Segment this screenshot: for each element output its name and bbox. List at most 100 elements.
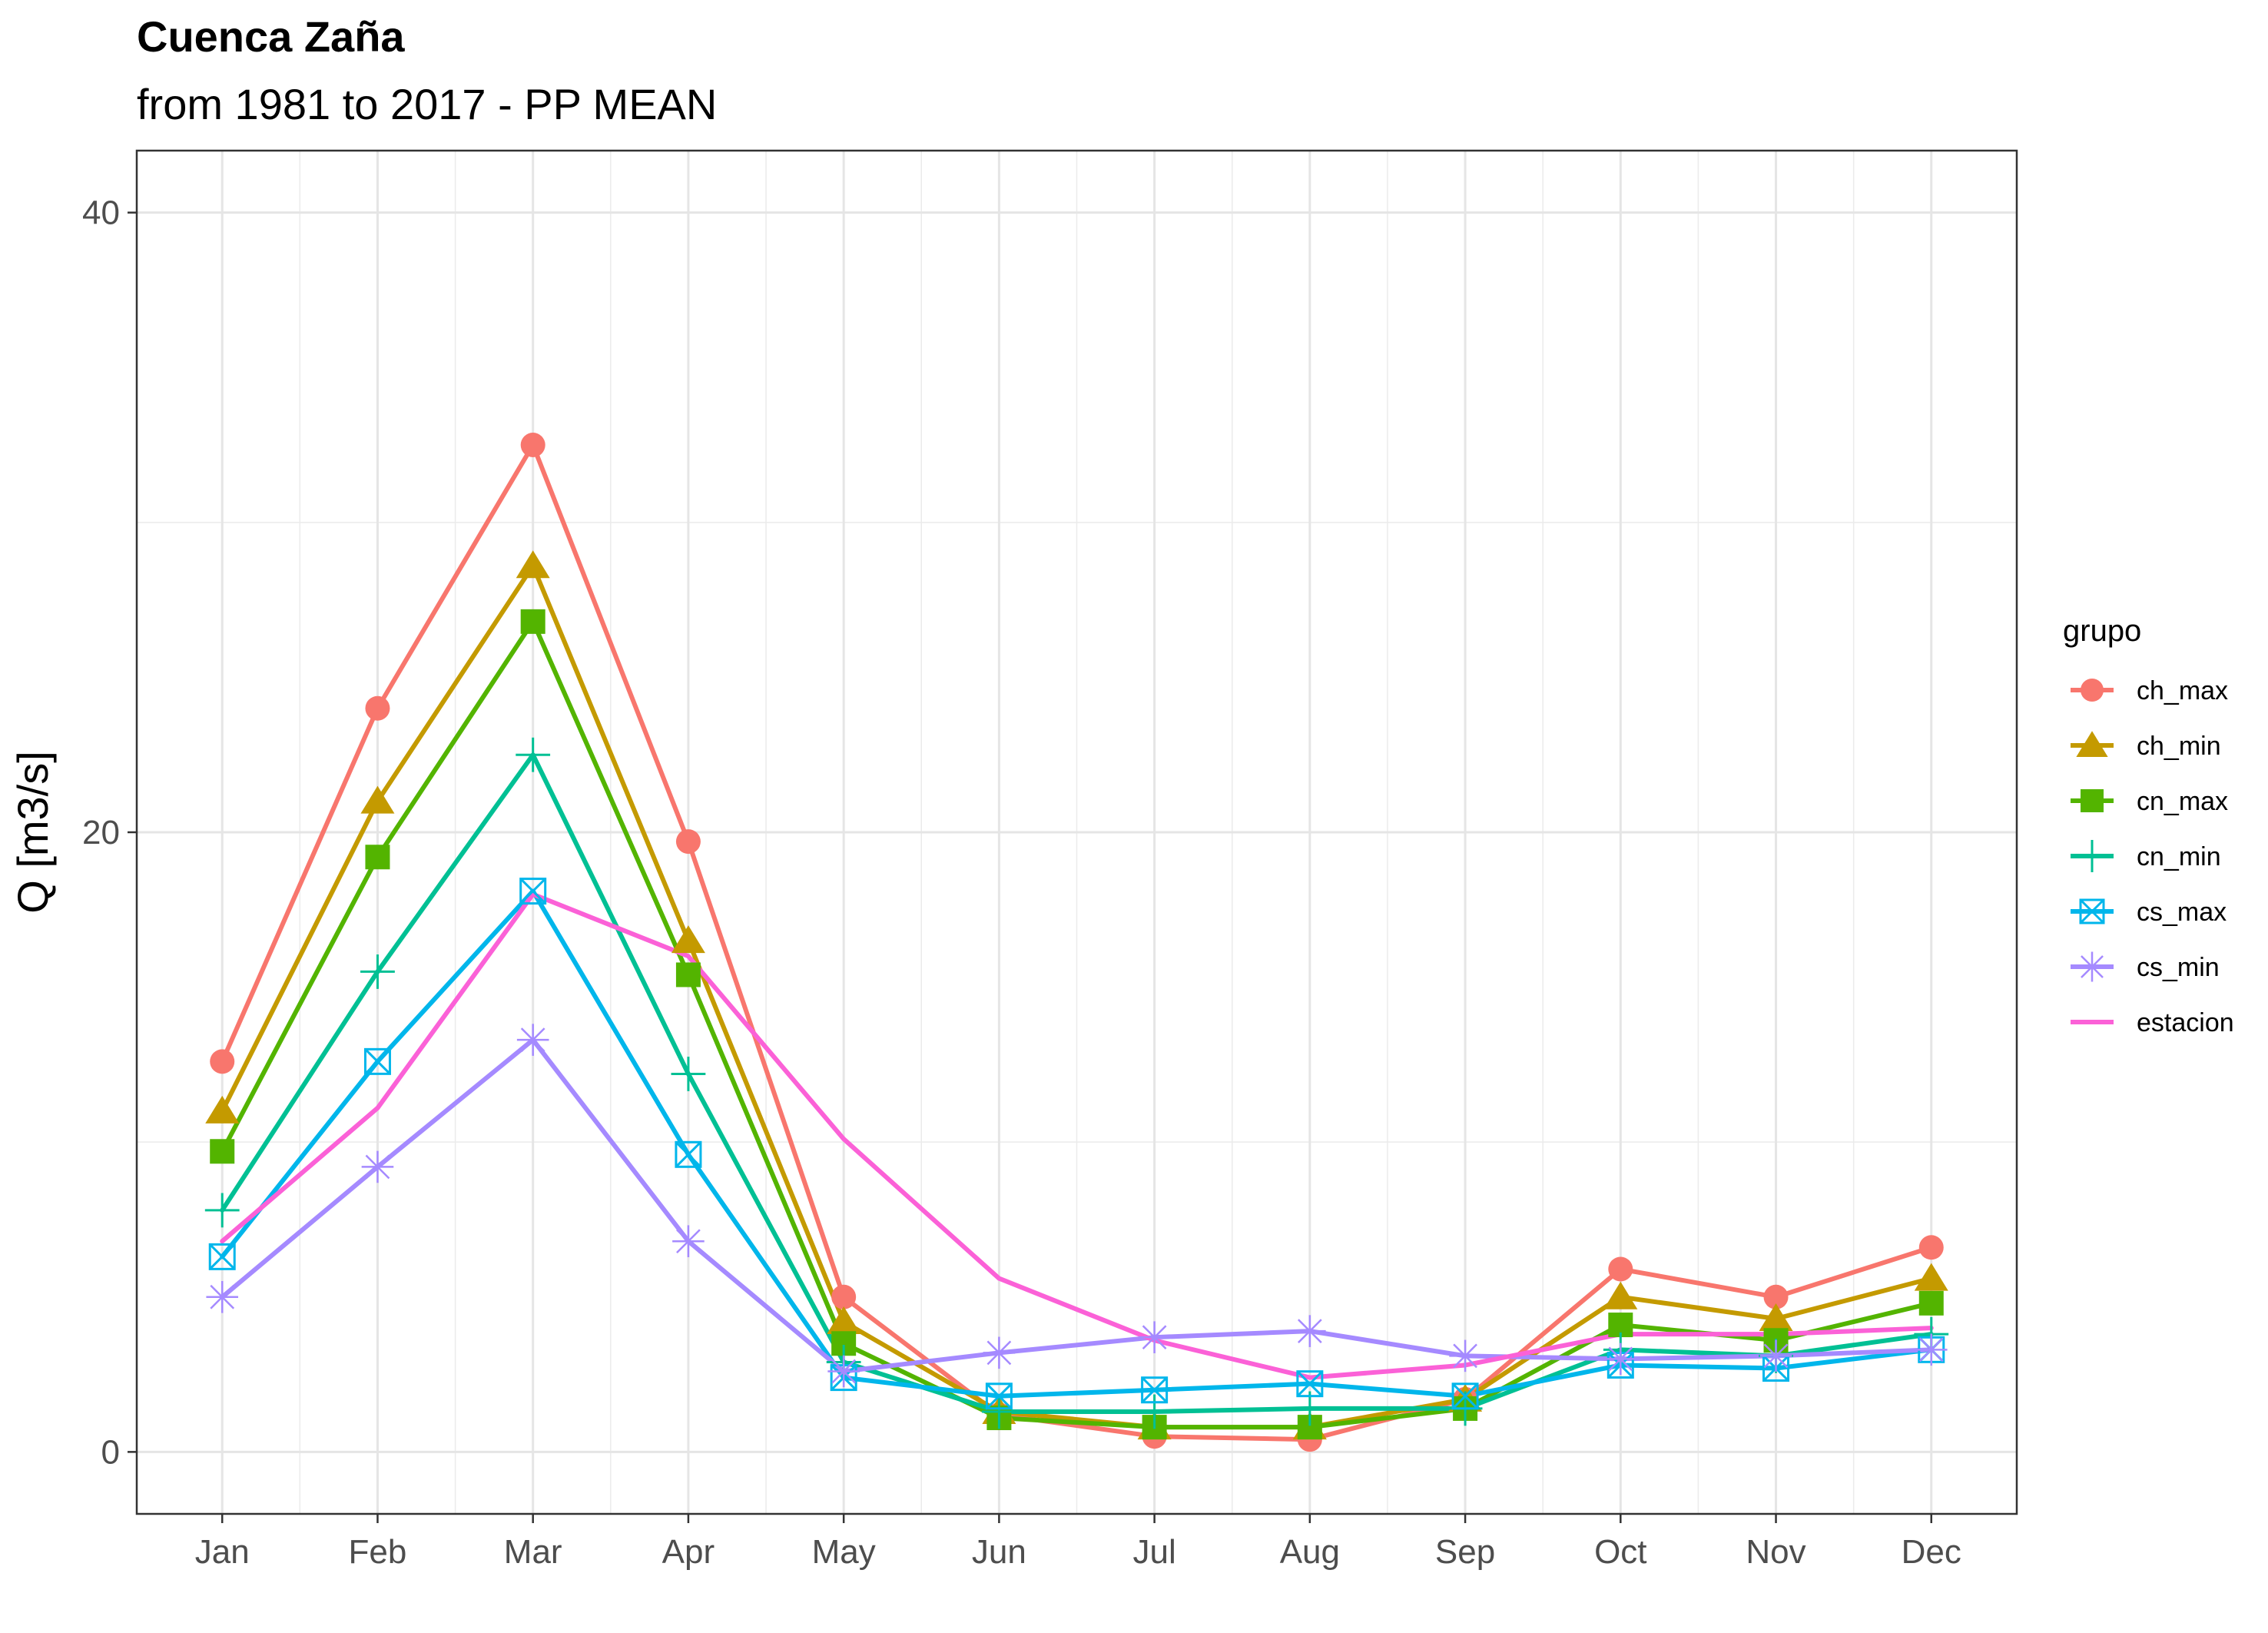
point-cn_min <box>204 1193 240 1228</box>
legend-key-marker <box>2076 840 2108 872</box>
point-cn_max-shape <box>210 1139 235 1164</box>
legend-item-cn_max: cn_max <box>2071 787 2228 816</box>
point-cs_min <box>983 1336 1016 1369</box>
point-cs_max-d2 <box>519 878 546 904</box>
series-line-ch_min <box>220 563 1934 1430</box>
point-ch_max <box>1763 1284 1789 1309</box>
legend-item-estacion: estacion <box>2071 1008 2234 1037</box>
point-cs_max-box <box>985 1382 1013 1410</box>
point-ch_max <box>1918 1235 1944 1260</box>
point-cs_max-d2 <box>1296 1370 1323 1397</box>
x-tick-label: Jun <box>972 1533 1026 1571</box>
legend-label: cn_max <box>2137 787 2228 816</box>
y-axis-title: Q [m3/s] <box>8 751 57 914</box>
point-ch_min <box>205 1095 240 1124</box>
x-tick-label: Jul <box>1132 1533 1175 1571</box>
point-cs_min-a4 <box>1918 1337 1944 1362</box>
legend-key-marker-box <box>2079 898 2105 924</box>
point-cn_max <box>210 1139 235 1164</box>
point-ch_min-shape <box>516 550 550 579</box>
series-markers <box>204 433 1949 1452</box>
point-cs_min-a4 <box>1142 1325 1167 1350</box>
point-cs_min <box>361 1150 394 1183</box>
point-cs_max-d2 <box>1452 1382 1479 1409</box>
point-cn_max <box>675 962 701 987</box>
point-cs_max-d2 <box>209 1243 236 1270</box>
point-cn_min <box>671 1057 706 1091</box>
point-cs_max-box <box>1141 1376 1169 1404</box>
point-ch_max <box>520 433 545 458</box>
series-line-cn_max <box>220 619 1934 1430</box>
legend-title: grupo <box>2063 614 2141 648</box>
point-cs_min-a4 <box>986 1340 1012 1366</box>
point-ch_max <box>210 1049 235 1074</box>
point-ch_max-shape <box>520 433 545 458</box>
x-tick-label: Feb <box>349 1533 407 1571</box>
point-cs_min <box>1449 1339 1481 1372</box>
point-ch_min <box>1759 1303 1793 1331</box>
point-ch_min-shape <box>1759 1303 1793 1331</box>
legend-item-cn_min: cn_min <box>2071 840 2221 872</box>
point-cs_max <box>1296 1370 1324 1398</box>
point-cs_min-a4 <box>1297 1319 1322 1343</box>
point-ch_min-shape <box>1914 1263 1948 1291</box>
point-cs_max-box <box>675 1140 702 1168</box>
point-ch_min <box>360 785 395 814</box>
point-ch_min <box>516 550 550 579</box>
series-line-cn_min <box>220 752 1934 1414</box>
grid <box>137 151 2017 1514</box>
point-ch_max-shape <box>1918 1235 1944 1260</box>
point-cs_min <box>827 1355 860 1388</box>
legend-item-cs_min: cs_min <box>2071 951 2220 982</box>
point-cs_max-d2 <box>364 1048 391 1075</box>
point-cs_min <box>1759 1339 1792 1372</box>
point-cs_min-a4 <box>365 1154 390 1180</box>
legend-key-marker-d2 <box>2079 898 2105 924</box>
point-cn_min <box>981 1394 1016 1429</box>
point-ch_min <box>671 925 705 954</box>
legend-key-marker <box>2076 731 2108 757</box>
series-lines <box>220 443 1934 1442</box>
point-ch_min <box>827 1306 861 1335</box>
point-ch_max-shape <box>365 695 390 721</box>
legend-item-ch_min: ch_min <box>2071 731 2221 761</box>
point-cn_max-shape <box>675 962 701 987</box>
legend-label: cs_max <box>2137 898 2227 927</box>
point-cs_max-d2 <box>675 1141 701 1168</box>
y-tick-label: 0 <box>101 1433 120 1471</box>
legend-key-marker-a4 <box>2081 955 2104 978</box>
point-ch_min-shape <box>1603 1281 1638 1309</box>
legend-label: cn_min <box>2137 842 2221 871</box>
legend-key-marker <box>2081 679 2104 702</box>
point-cs_min <box>1294 1315 1326 1347</box>
point-cs_max <box>675 1140 702 1168</box>
point-ch_max <box>1608 1256 1633 1282</box>
point-cs_min-a4 <box>210 1284 235 1309</box>
point-cs_max <box>208 1243 236 1270</box>
point-cs_max <box>519 878 547 905</box>
chart-subtitle: from 1981 to 2017 - PP MEAN <box>137 80 717 128</box>
x-tick-label: Dec <box>1902 1533 1961 1571</box>
x-tick-label: Oct <box>1594 1533 1646 1571</box>
legend-key-marker-shape <box>2081 789 2104 812</box>
legend-item-ch_max: ch_max <box>2071 676 2228 705</box>
x-tick-label: Mar <box>504 1533 562 1571</box>
point-ch_max <box>365 695 390 721</box>
point-ch_max-shape <box>1763 1284 1789 1309</box>
point-ch_max-shape <box>210 1049 235 1074</box>
y-tick-label: 20 <box>82 814 120 851</box>
point-ch_max <box>831 1284 857 1309</box>
legend-key-marker-shape <box>2076 731 2108 757</box>
axes: 0 20 40 Jan Feb Mar Apr May Jun Jul Aug Sep Oct Nov De… <box>82 194 1961 1571</box>
chart-title: Cuenca Zaña <box>137 12 405 61</box>
point-cs_max-d2 <box>1141 1376 1168 1403</box>
point-cs_min <box>1604 1343 1637 1376</box>
point-cn_max-shape <box>365 845 390 870</box>
point-cs_max <box>363 1047 391 1075</box>
legend-item-cs_max: cs_max <box>2071 898 2227 927</box>
point-ch_min <box>1914 1263 1948 1291</box>
point-cn_max-shape <box>520 609 545 634</box>
y-tick-label: 40 <box>82 194 120 232</box>
